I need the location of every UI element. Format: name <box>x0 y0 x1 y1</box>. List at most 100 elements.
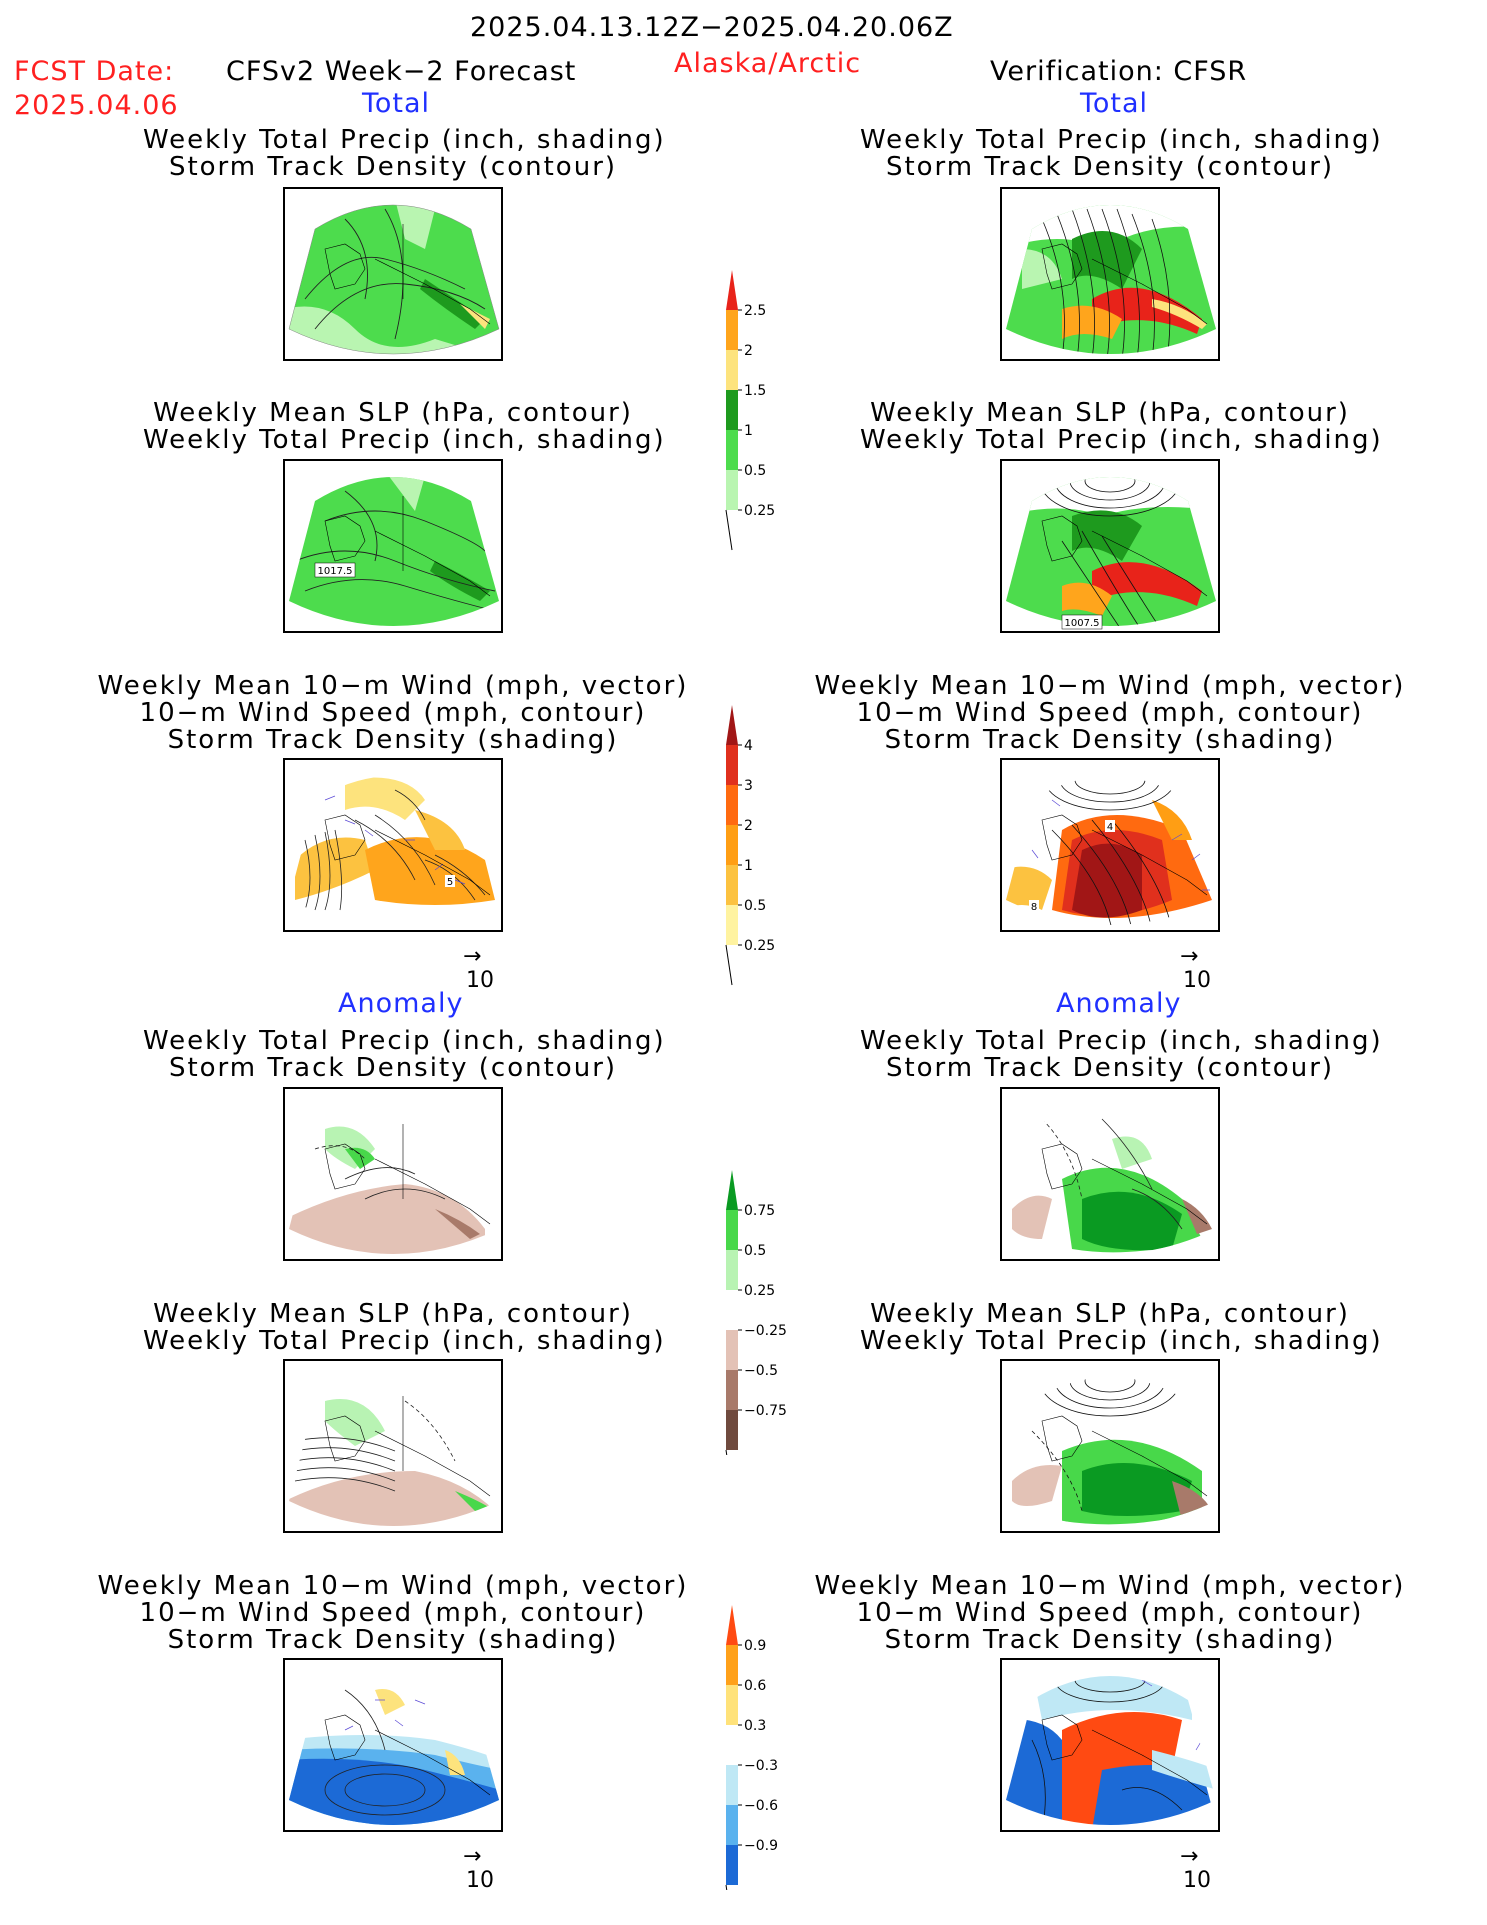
contour-label: 5 <box>447 877 453 888</box>
contour-label: 8 <box>1031 902 1037 913</box>
colorbar-label: 2 <box>744 818 753 834</box>
colorbar-segment <box>726 1370 738 1410</box>
title-line: Weekly Total Precip (inch, shading) <box>143 125 666 155</box>
map-total-slp-verification: 1007.5 <box>1000 459 1220 633</box>
map-total-precip-forecast <box>283 187 503 361</box>
contour-label: 1007.5 <box>1065 618 1100 629</box>
map-anom-slp-forecast <box>283 1359 503 1533</box>
title-total-precip-right: Weekly Total Precip (inch, shading) Stor… <box>860 125 1383 181</box>
map-anom-slp-verification <box>1000 1359 1220 1533</box>
colorbar-label: 0.5 <box>744 1243 766 1259</box>
colorbar-tail <box>725 1449 733 1491</box>
date-range-title: 2025.04.13.12Z−2025.04.20.06Z <box>470 12 954 43</box>
colorbar-segment <box>726 1765 738 1805</box>
title-line: 10−m Wind Speed (mph, contour) <box>139 698 647 728</box>
colorbar-segment <box>726 905 738 945</box>
map-canvas: 4 8 <box>1006 776 1216 925</box>
contour-label: 1017.5 <box>318 566 353 577</box>
title-anom-slp-left: Weekly Mean SLP (hPa, contour) Weekly To… <box>143 1301 664 1355</box>
right-model-title: Verification: CFSR <box>990 56 1248 87</box>
title-line: Weekly Total Precip (inch, shading) <box>860 1026 1383 1056</box>
colorbar-label: 0.6 <box>744 1678 766 1694</box>
vector-ref-label: 10 <box>466 1868 494 1893</box>
vector-ref-arrow-icon: → <box>1180 944 1199 969</box>
vector-ref-label: 10 <box>466 968 494 993</box>
colorbar-svg: 2.5 2 1.5 1 0.5 0.25 <box>725 270 775 551</box>
colorbar-segment <box>726 1645 738 1685</box>
colorbar-label: 1 <box>744 858 753 874</box>
vector-ref-arrow-icon: → <box>463 944 482 969</box>
title-line: Weekly Total Precip (inch, shading) <box>860 425 1383 455</box>
colorbar-segment <box>726 865 738 905</box>
colorbar-anom-track: 0.9 0.6 0.3 −0.3 −0.6 −0.9 <box>718 1605 818 1925</box>
vector-ref-label: 10 <box>1183 968 1211 993</box>
map-anom-wind-forecast <box>283 1658 503 1832</box>
title-line: Weekly Total Precip (inch, shading) <box>143 425 666 455</box>
contour-label-box <box>445 875 455 887</box>
contour-label: 4 <box>1107 822 1113 833</box>
colorbar-cap <box>726 270 738 310</box>
map-canvas <box>1006 205 1216 354</box>
region-title: Alaska/Arctic <box>674 48 862 79</box>
colorbar-label: 1.5 <box>744 383 766 399</box>
title-line: Storm Track Density (shading) <box>884 725 1336 755</box>
colorbar-segment <box>726 1250 738 1290</box>
colorbar-segment <box>726 1210 738 1250</box>
map-canvas: 1017.5 <box>289 477 499 626</box>
colorbar-segment <box>726 1845 738 1885</box>
map-anom-precip-verification <box>1000 1087 1220 1261</box>
colorbar-cap <box>726 705 738 745</box>
colorbar-segment <box>726 350 738 390</box>
title-line: Weekly Mean SLP (hPa, contour) <box>153 398 633 428</box>
map-canvas <box>289 1676 499 1825</box>
section-anomaly-left: Anomaly <box>338 988 464 1019</box>
colorbar-segment <box>726 1805 738 1845</box>
colorbar-segment <box>726 1685 738 1725</box>
map-canvas <box>1006 1676 1216 1825</box>
colorbar-svg: 0.75 0.5 0.25 −0.25 −0.5 −0.75 <box>725 1170 787 1491</box>
title-line: Storm Track Density (shading) <box>167 1625 619 1655</box>
colorbar-label: −0.3 <box>744 1758 778 1774</box>
colorbar-segment <box>726 1725 738 1765</box>
title-line: Storm Track Density (contour) <box>168 152 618 182</box>
colorbar-tail <box>725 1884 733 1925</box>
contour-label-box <box>314 562 356 578</box>
colorbar-anom-precip: 0.75 0.5 0.25 −0.25 −0.5 −0.75 <box>718 1170 818 1491</box>
colorbar-label: −0.25 <box>744 1323 787 1339</box>
title-line: Weekly Mean 10−m Wind (mph, vector) <box>97 1571 689 1601</box>
colorbar-segment <box>726 825 738 865</box>
colorbar-label: 0.25 <box>744 503 775 519</box>
colorbar-segment <box>726 1290 738 1330</box>
map-total-wind-verification: 4 8 <box>1000 758 1220 932</box>
colorbar-tail <box>725 944 733 986</box>
title-line: Weekly Mean 10−m Wind (mph, vector) <box>814 1571 1406 1601</box>
colorbar-label: 0.25 <box>744 938 775 954</box>
section-total-right: Total <box>1080 88 1149 119</box>
colorbar-label: 1 <box>744 423 753 439</box>
vector-ref-arrow-icon: → <box>1180 1844 1199 1869</box>
colorbar-label: 4 <box>744 738 753 754</box>
fcst-date-value: 2025.04.06 <box>14 90 179 121</box>
colorbar-label: 3 <box>744 778 753 794</box>
title-line: Storm Track Density (contour) <box>168 1053 618 1083</box>
fcst-date-label: FCST Date: <box>14 56 175 87</box>
map-canvas: 5 <box>289 776 499 925</box>
title-total-precip-left: Weekly Total Precip (inch, shading) Stor… <box>143 125 666 182</box>
map-canvas <box>288 204 500 355</box>
map-canvas <box>1006 1377 1216 1526</box>
title-total-slp-left: Weekly Mean SLP (hPa, contour) Weekly To… <box>143 398 666 455</box>
title-anom-wind-right: Weekly Mean 10−m Wind (mph, vector) 10−m… <box>810 1573 1410 1654</box>
title-line: Weekly Mean 10−m Wind (mph, vector) <box>814 671 1406 701</box>
colorbar-label: −0.5 <box>744 1363 778 1379</box>
colorbar-total-precip: 2.5 2 1.5 1 0.5 0.25 <box>718 270 818 555</box>
colorbar-segment <box>726 310 738 350</box>
title-anom-precip-right: Weekly Total Precip (inch, shading) Stor… <box>860 1026 1383 1082</box>
colorbar-label: 0.25 <box>744 1283 775 1299</box>
colorbar-segment <box>726 1410 738 1450</box>
colorbar-segment <box>726 785 738 825</box>
colorbar-svg: 0.9 0.6 0.3 −0.3 −0.6 −0.9 <box>725 1605 778 1925</box>
title-line: Weekly Total Precip (inch, shading) <box>860 125 1383 155</box>
map-canvas <box>289 1377 499 1526</box>
title-total-slp-right: Weekly Mean SLP (hPa, contour) Weekly To… <box>860 400 1383 455</box>
colorbar-cap <box>726 1170 738 1210</box>
